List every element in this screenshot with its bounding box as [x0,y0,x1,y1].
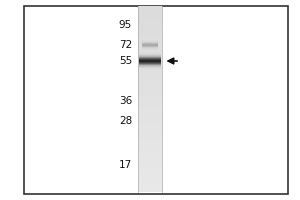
Bar [142,41,158,42]
Bar [138,18,162,21]
Bar [138,108,162,111]
Bar [142,50,158,51]
Bar [142,40,158,41]
Bar [138,117,162,121]
Bar [142,48,158,49]
Bar [138,43,162,46]
Bar [138,21,162,25]
Bar [139,59,161,60]
Bar [138,102,162,105]
Text: 55: 55 [119,56,132,66]
Bar [138,133,162,136]
Bar [138,179,162,183]
Bar [139,58,161,59]
Bar [142,43,158,44]
Bar [138,80,162,84]
Bar [138,86,162,90]
Bar [139,53,161,54]
Bar [138,59,162,62]
Bar [142,44,158,45]
Bar [138,46,162,49]
Bar [139,69,161,70]
Bar [138,37,162,40]
Text: 17: 17 [119,160,132,170]
Bar [138,28,162,31]
Bar [139,65,161,66]
Bar [138,158,162,161]
Bar [138,99,162,102]
Bar [142,45,158,46]
Bar [139,52,161,53]
Bar [138,12,162,15]
Bar [139,54,161,55]
Bar [138,105,162,108]
Text: 36: 36 [119,96,132,106]
Bar [138,176,162,180]
Bar [138,152,162,155]
Bar [138,62,162,65]
Bar [138,173,162,176]
Bar [138,114,162,118]
Bar [138,90,162,93]
Bar [142,47,158,48]
Bar [139,60,161,61]
Bar [138,124,162,127]
Bar [138,127,162,130]
Bar [139,66,161,67]
Bar [138,77,162,80]
Bar [138,74,162,77]
Bar [24,6,288,194]
Bar [138,83,162,87]
Bar [139,55,161,56]
Bar [138,71,162,74]
Bar [138,170,162,173]
Bar [138,52,162,56]
Bar [139,63,161,64]
Bar [138,65,162,68]
Bar [138,96,162,99]
Bar [138,136,162,139]
Bar [138,9,162,12]
Bar [138,142,162,146]
Bar [138,111,162,114]
Bar [142,39,158,40]
Bar [138,167,162,170]
Bar [138,93,162,96]
Bar [139,61,161,62]
Text: 72: 72 [119,40,132,50]
Bar [138,130,162,133]
Bar [138,15,162,18]
Bar [138,161,162,164]
Bar [138,40,162,43]
Bar [138,31,162,34]
Bar [138,189,162,192]
Bar [138,145,162,149]
Text: 28: 28 [119,116,132,126]
Bar [139,67,161,68]
Bar [138,6,162,9]
Bar [138,68,162,71]
Bar [138,139,162,142]
Bar [139,68,161,69]
Bar [138,24,162,28]
Bar [138,182,162,186]
Bar [138,34,162,37]
Bar [138,186,162,189]
Bar [139,62,161,63]
Bar [142,46,158,47]
Bar [138,49,162,52]
Text: 95: 95 [119,20,132,30]
Bar [139,64,161,65]
Bar [142,42,158,43]
Bar [138,148,162,152]
Bar [139,56,161,57]
Bar [138,120,162,124]
Bar [138,164,162,167]
Bar [142,49,158,50]
Bar [138,155,162,158]
Bar [138,55,162,59]
Bar [139,57,161,58]
